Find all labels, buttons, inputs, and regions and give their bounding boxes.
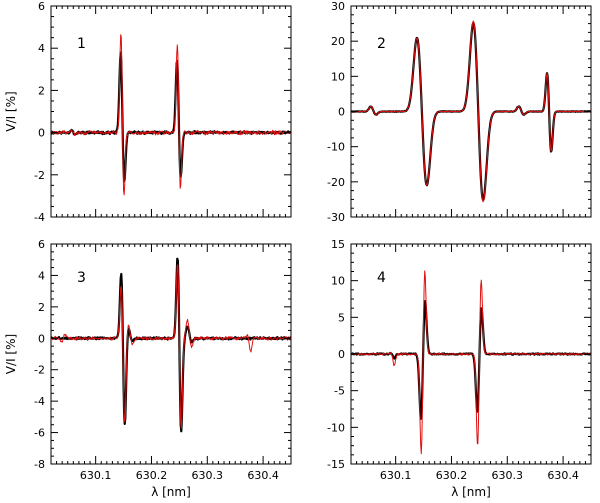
panel-2: -30 -20 -10 0 10 20 30 2 [327,0,592,224]
x-tick-label: 630.1 [380,469,412,482]
panel-1-series [51,34,291,196]
panel-3: -8 -6 -4 -2 0 2 4 6 630.1 630.2 630.3 630.4 3 V/I [%]… [4,238,292,499]
y-tick-label: -20 [327,176,345,189]
y-tick-label: -2 [34,169,45,182]
y-axis-label: V/I [%] [4,334,18,374]
y-tick-label: -10 [327,421,345,434]
y-tick-label: 0 [38,332,45,345]
fit-profile-line-panel-3 [51,264,291,429]
fit-profile-line-panel-4 [351,270,591,455]
y-tick-label: -5 [334,385,345,398]
y-tick-label: 10 [331,275,345,288]
y-tick-label: 5 [338,311,345,324]
x-tick-label: 630.2 [136,469,168,482]
plot-frame [50,243,292,465]
observed-profile-line-panel-1 [51,51,291,183]
x-tick-label: 630.1 [80,469,112,482]
x-tick-label: 630.4 [247,469,279,482]
y-tick-label: 0 [338,106,345,119]
y-tick-label: 2 [38,84,45,97]
panel-number: 1 [77,36,86,52]
y-axis-label: V/I [%] [4,91,18,131]
y-tick-label: 2 [38,301,45,314]
panel-4: -15 -10 -5 0 5 10 15 630.1 630.2 630.3 630.4 4 λ [nm… [327,238,592,499]
x-tick-label: 630.3 [192,469,224,482]
y-tick-label: 6 [38,0,45,13]
y-tick-label: 10 [331,70,345,83]
y-tick-label: -10 [327,141,345,154]
y-tick-label: -15 [327,458,345,471]
y-tick-label: 6 [38,238,45,251]
panel-number: 2 [377,36,386,52]
y-tick-label: 0 [338,348,345,361]
y-tick-label: -2 [34,364,45,377]
plot-frame [50,5,292,218]
y-tick-label: 4 [38,42,45,55]
fit-profile-line-panel-2 [351,20,591,203]
y-tick-label: -6 [34,427,45,440]
x-tick-label: 630.2 [436,469,468,482]
fit-profile-line-panel-1 [51,34,291,196]
y-tick-label: -4 [34,395,45,408]
y-tick-label: 15 [331,238,345,251]
x-tick-label: 630.4 [547,469,579,482]
observed-profile-line-panel-4 [351,300,591,420]
y-tick-label: 4 [38,269,45,282]
panel-3-series [51,257,291,433]
x-axis-label: λ [nm] [151,485,191,499]
y-tick-label: -8 [34,458,45,471]
y-tick-label: -30 [327,211,345,224]
panel-4-series [351,270,591,455]
panel-number: 3 [77,270,86,286]
y-tick-label: 20 [331,35,345,48]
y-tick-label: 0 [38,127,45,140]
y-tick-label: 30 [331,0,345,13]
x-tick-label: 630.3 [492,469,524,482]
panel-1: -4 -2 0 2 4 6 1 V/I [%] [4,0,292,224]
panel-number: 4 [377,270,386,286]
x-axis-label: λ [nm] [451,485,491,499]
panel-2-series [351,20,591,203]
y-tick-label: -4 [34,211,45,224]
observed-profile-line-panel-3 [51,257,291,433]
